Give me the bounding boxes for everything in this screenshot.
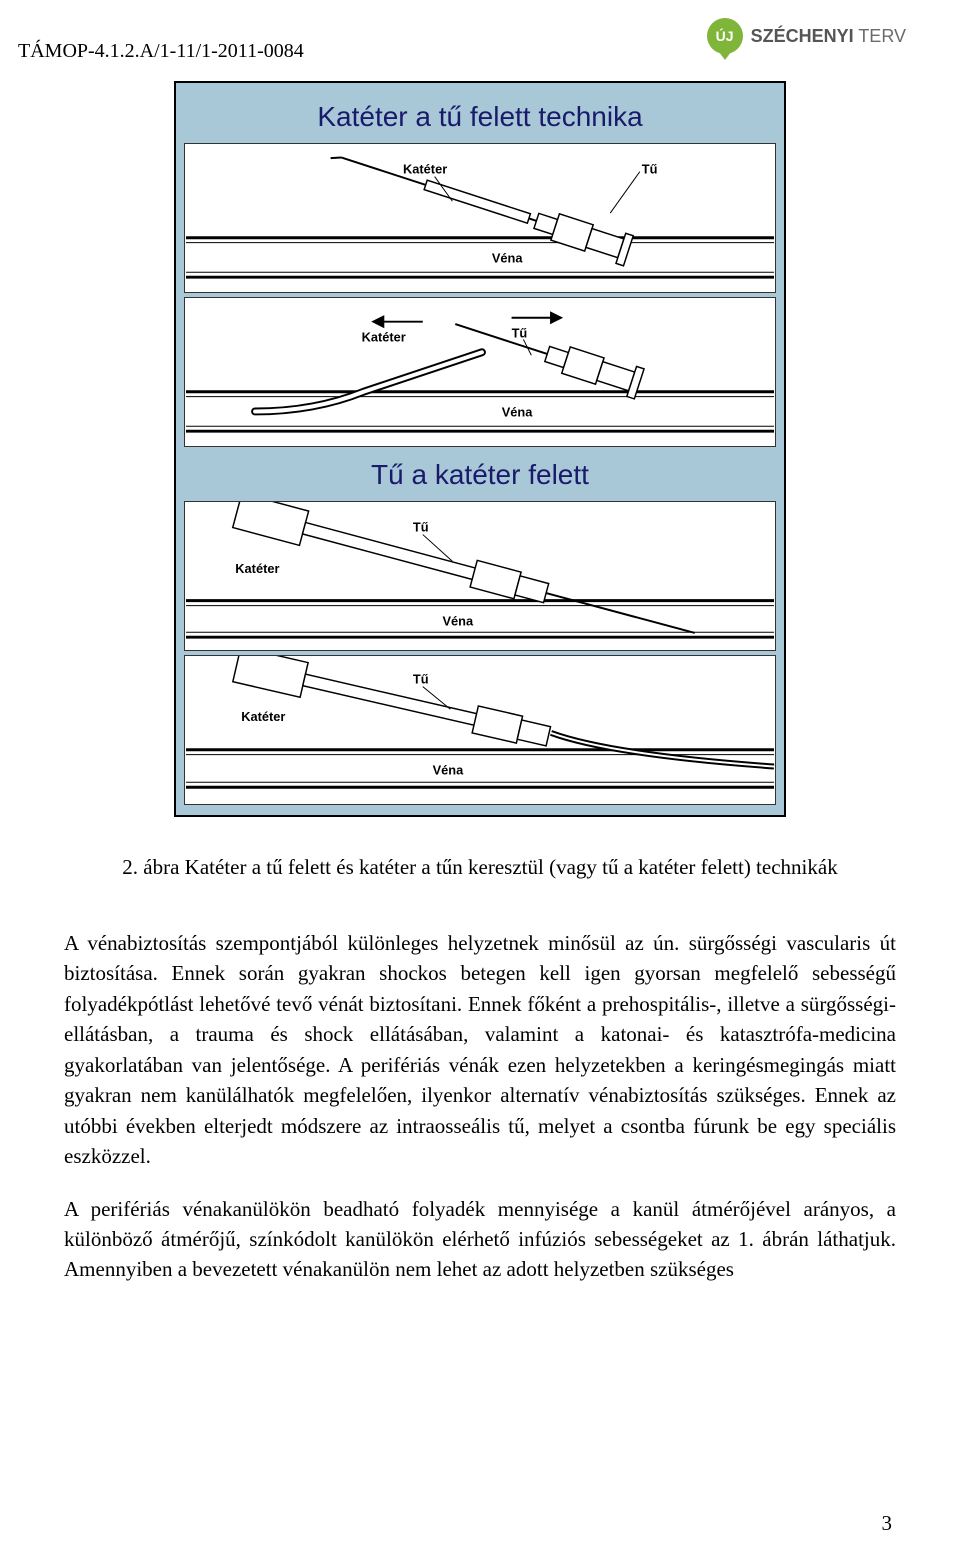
- document-id: TÁMOP-4.1.2.A/1-11/1-2011-0084: [18, 18, 304, 63]
- paragraph-1: A vénabiztosítás szempontjából különlege…: [64, 928, 896, 1172]
- diagram-panel-1: Katéter Tű Véna: [184, 143, 776, 293]
- figure-caption: 2. ábra Katéter a tű felett és katéter a…: [40, 855, 920, 880]
- body-text: A vénabiztosítás szempontjából különlege…: [64, 928, 896, 1285]
- logo-text: SZÉCHENYI TERV: [751, 26, 906, 47]
- label-vena: Véna: [433, 762, 464, 777]
- label-vena: Véna: [443, 613, 474, 628]
- diagram-panel-2: Katéter Tű Véna: [184, 297, 776, 447]
- figure-title-1: Katéter a tű felett technika: [182, 101, 778, 133]
- logo-badge-text: ÚJ: [716, 28, 734, 44]
- logo-badge-icon: ÚJ: [707, 18, 743, 54]
- figure-container: Katéter a tű felett technika: [174, 81, 786, 817]
- diagram-panel-4: Katéter Tű Véna: [184, 655, 776, 805]
- label-kateter: Katéter: [362, 329, 406, 344]
- diagram-panel-3: Katéter Tű Véna: [184, 501, 776, 651]
- paragraph-2: A perifériás vénakanülökön beadható foly…: [64, 1194, 896, 1285]
- page-number: 3: [882, 1511, 893, 1536]
- label-tu: Tű: [413, 520, 429, 535]
- szechenyi-logo: ÚJ SZÉCHENYI TERV: [707, 18, 906, 54]
- label-kateter: Katéter: [241, 709, 285, 724]
- label-vena: Véna: [492, 250, 523, 265]
- label-kateter: Katéter: [403, 162, 447, 177]
- label-tu: Tű: [642, 162, 658, 177]
- label-tu: Tű: [512, 325, 528, 340]
- label-vena: Véna: [502, 404, 533, 419]
- label-kateter: Katéter: [235, 561, 279, 576]
- label-tu: Tű: [413, 672, 429, 687]
- figure-title-2: Tű a katéter felett: [182, 459, 778, 491]
